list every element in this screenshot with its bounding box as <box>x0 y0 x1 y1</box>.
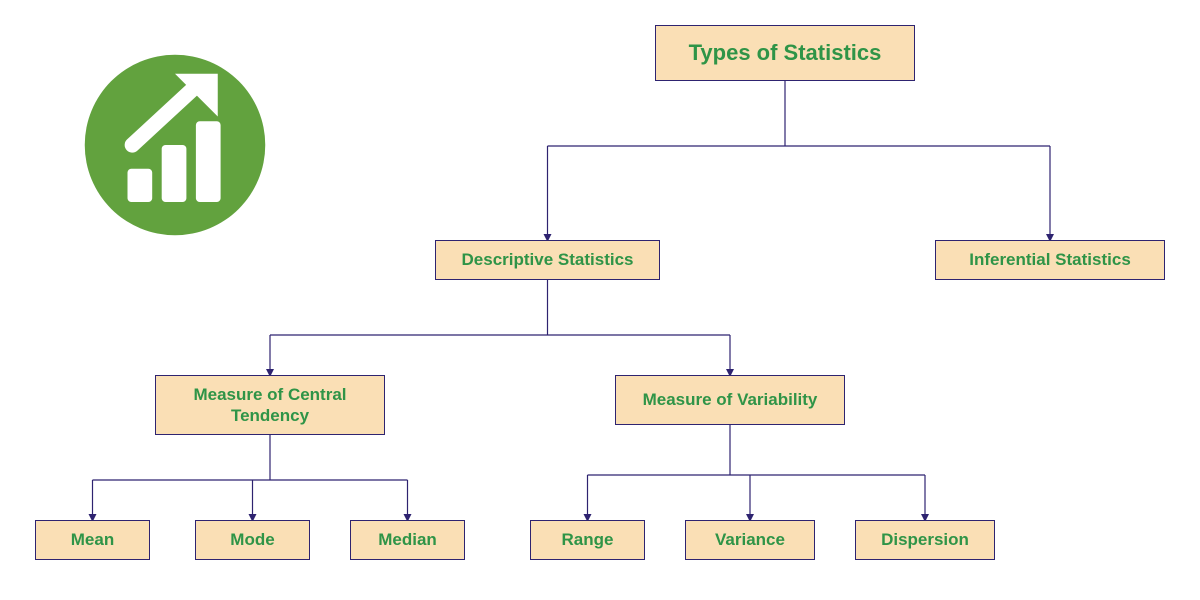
node-descriptive: Descriptive Statistics <box>435 240 660 280</box>
node-variance: Variance <box>685 520 815 560</box>
stats-logo-icon <box>80 50 270 240</box>
node-range: Range <box>530 520 645 560</box>
node-inferential: Inferential Statistics <box>935 240 1165 280</box>
node-central: Measure of Central Tendency <box>155 375 385 435</box>
node-dispersion: Dispersion <box>855 520 995 560</box>
node-median: Median <box>350 520 465 560</box>
node-mean: Mean <box>35 520 150 560</box>
node-variability: Measure of Variability <box>615 375 845 425</box>
node-root: Types of Statistics <box>655 25 915 81</box>
node-mode: Mode <box>195 520 310 560</box>
